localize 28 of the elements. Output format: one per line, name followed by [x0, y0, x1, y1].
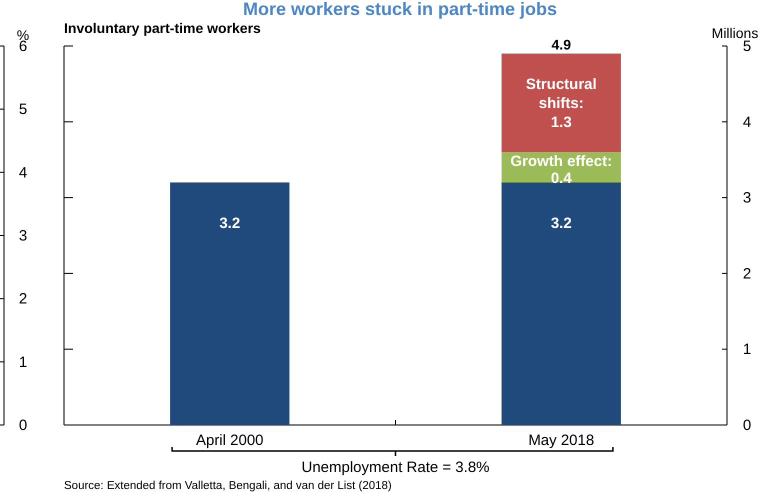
y-tick-label: 1 [18, 354, 28, 371]
y-tick-label: 5 [18, 101, 28, 118]
bar [502, 182, 621, 425]
y2-tick-label: 4 [742, 114, 752, 131]
y2-tick-label: 0 [742, 417, 752, 434]
data-label: 3.2 [550, 214, 572, 232]
y-tick-label: 3 [18, 228, 28, 244]
source-note: Source: Extended from Valletta, Bengali, and van der List (2018) [64, 480, 392, 492]
total-label: 4.9 [552, 36, 572, 53]
data-label: 1.3 [550, 114, 572, 131]
y2-axis-title: Millions [712, 25, 758, 41]
bar [502, 54, 621, 152]
y2-tick-label: 5 [742, 38, 752, 55]
chart-subtitle: Involuntary part-time workers [64, 20, 262, 36]
series-label: Growth effect: [510, 153, 612, 170]
text: Unemployment Rate = 3.8% [301, 459, 490, 476]
bar [170, 182, 290, 425]
y2-tick-label: 3 [742, 190, 752, 207]
x-tick-label: April 2000 [196, 432, 264, 449]
chart-title: More workers stuck in part-time jobs [242, 0, 558, 19]
y-tick-label: 4 [18, 164, 28, 182]
x-tick-label: May 2018 [528, 432, 594, 449]
series-label: Structural shifts: [526, 76, 597, 112]
y-tick-label: 0 [18, 417, 28, 434]
data-label: 3.2 [219, 214, 240, 232]
y-tick-label: 2 [18, 290, 28, 308]
y2-tick-label: 1 [742, 341, 752, 358]
y2-tick-label: 2 [742, 265, 752, 282]
